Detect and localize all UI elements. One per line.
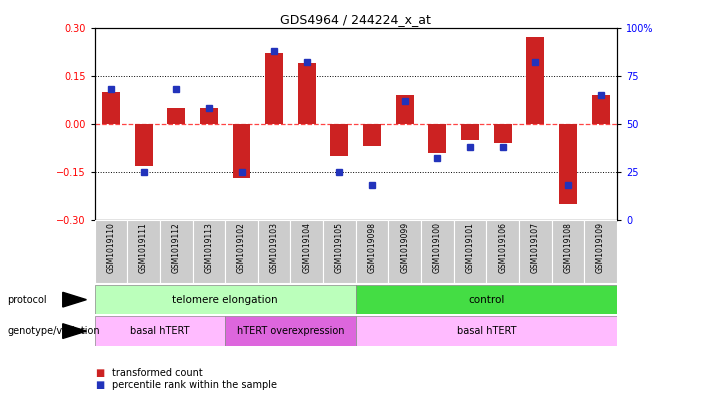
Bar	[265, 53, 283, 124]
Text: ■: ■	[95, 380, 104, 390]
Bar	[95, 285, 355, 314]
Bar	[102, 92, 120, 124]
Text: hTERT overexpression: hTERT overexpression	[237, 326, 344, 336]
Bar	[559, 124, 577, 204]
Bar	[323, 220, 355, 283]
Bar	[233, 124, 250, 178]
Text: GSM1019102: GSM1019102	[237, 222, 246, 273]
Bar	[95, 316, 225, 346]
Text: GSM1019104: GSM1019104	[302, 222, 311, 273]
Bar	[454, 220, 486, 283]
Text: GSM1019108: GSM1019108	[564, 222, 573, 273]
Text: ■: ■	[95, 368, 104, 378]
Bar	[168, 108, 185, 124]
Title: GDS4964 / 244224_x_at: GDS4964 / 244224_x_at	[280, 13, 431, 26]
Bar	[388, 220, 421, 283]
Bar	[584, 220, 617, 283]
Text: basal hTERT: basal hTERT	[130, 326, 190, 336]
Bar	[396, 95, 414, 124]
Text: GSM1019099: GSM1019099	[400, 222, 409, 273]
Text: GSM1019105: GSM1019105	[335, 222, 344, 273]
Text: GSM1019109: GSM1019109	[596, 222, 605, 273]
Text: GSM1019112: GSM1019112	[172, 222, 181, 273]
Bar	[519, 220, 552, 283]
Bar	[355, 220, 388, 283]
Text: transformed count: transformed count	[112, 368, 203, 378]
Bar	[225, 316, 356, 346]
Bar	[258, 220, 290, 283]
Bar	[421, 220, 454, 283]
Polygon shape	[63, 324, 86, 338]
Bar	[486, 220, 519, 283]
Text: GSM1019098: GSM1019098	[367, 222, 376, 273]
Bar	[290, 220, 323, 283]
Text: GSM1019107: GSM1019107	[531, 222, 540, 273]
Bar	[428, 124, 447, 152]
Text: protocol: protocol	[7, 295, 47, 305]
Bar	[592, 95, 610, 124]
Text: GSM1019111: GSM1019111	[139, 222, 148, 273]
Bar	[128, 220, 160, 283]
Bar	[461, 124, 479, 140]
Bar	[363, 124, 381, 146]
Polygon shape	[63, 292, 86, 307]
Text: GSM1019106: GSM1019106	[498, 222, 507, 273]
Bar	[494, 124, 512, 143]
Bar	[135, 124, 153, 165]
Bar	[225, 220, 258, 283]
Text: telomere elongation: telomere elongation	[172, 295, 278, 305]
Bar	[355, 285, 617, 314]
Bar	[298, 63, 315, 124]
Text: basal hTERT: basal hTERT	[456, 326, 516, 336]
Text: GSM1019101: GSM1019101	[465, 222, 475, 273]
Bar	[95, 220, 128, 283]
Text: GSM1019103: GSM1019103	[270, 222, 279, 273]
Text: percentile rank within the sample: percentile rank within the sample	[112, 380, 277, 390]
Bar	[526, 37, 544, 124]
Text: GSM1019113: GSM1019113	[205, 222, 213, 273]
Text: genotype/variation: genotype/variation	[7, 326, 100, 336]
Text: GSM1019100: GSM1019100	[433, 222, 442, 273]
Bar	[160, 220, 193, 283]
Bar	[200, 108, 218, 124]
Bar	[552, 220, 584, 283]
Bar	[330, 124, 348, 156]
Bar	[193, 220, 225, 283]
Bar	[355, 316, 617, 346]
Text: control: control	[468, 295, 505, 305]
Text: GSM1019110: GSM1019110	[107, 222, 116, 273]
